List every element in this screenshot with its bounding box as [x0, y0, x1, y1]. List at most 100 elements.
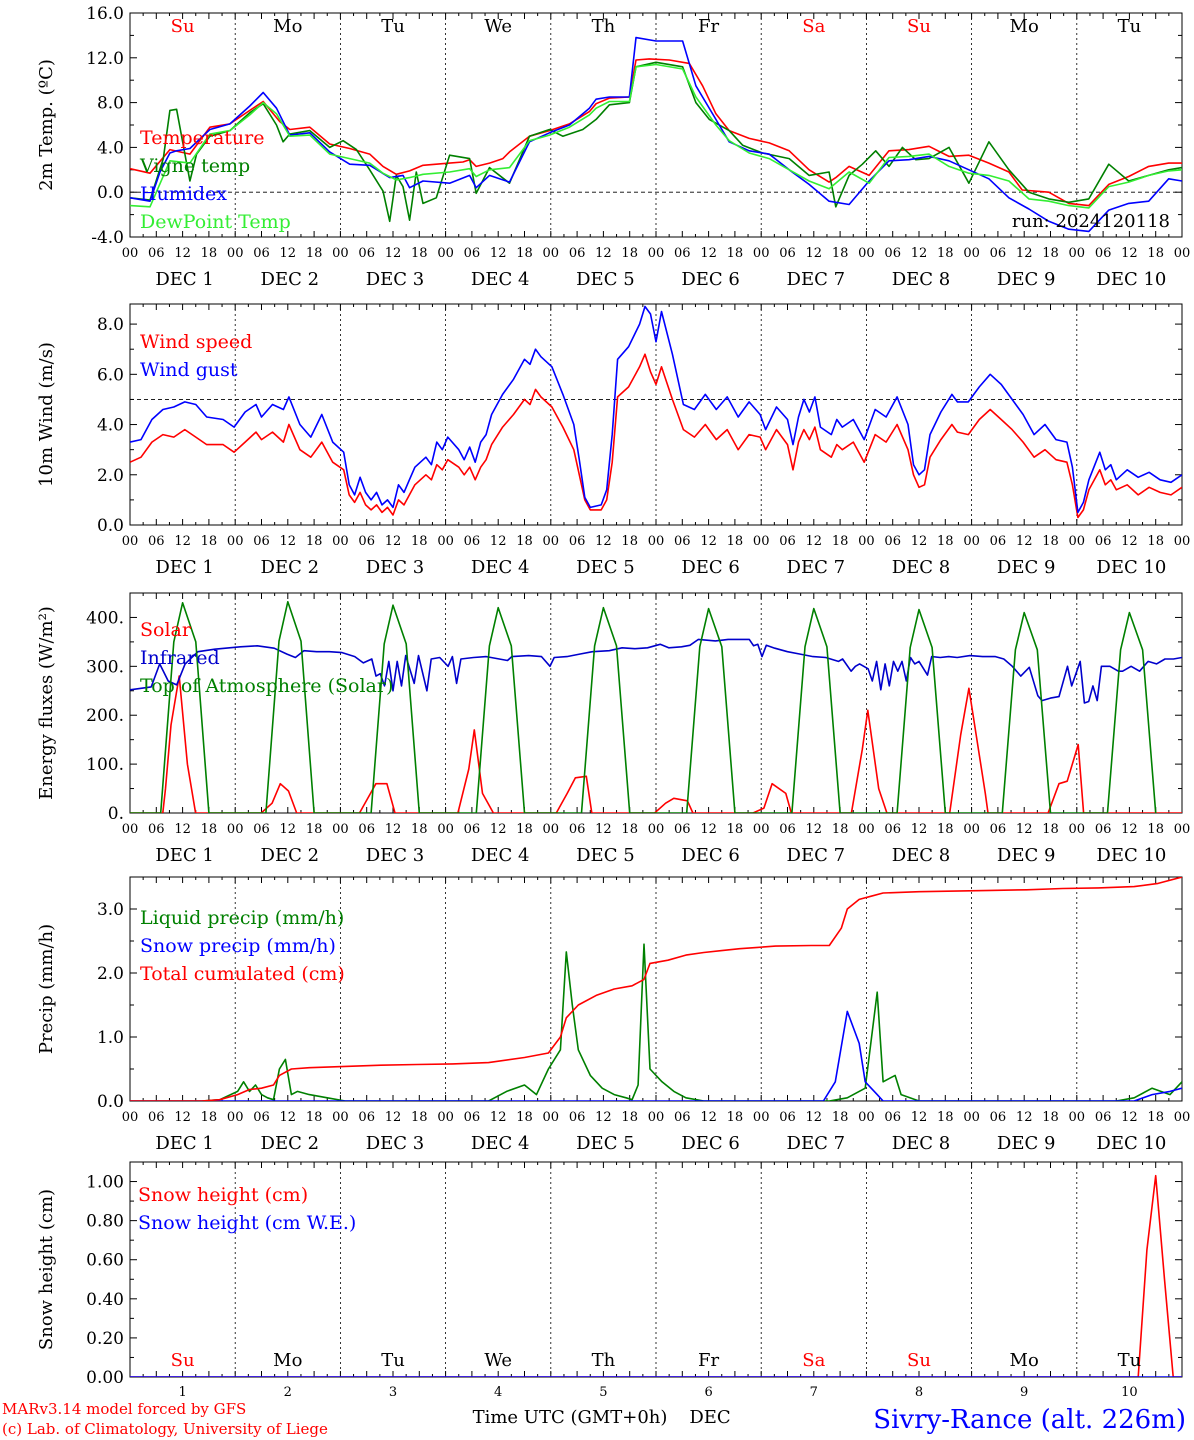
hour-tick-label: 18 — [937, 822, 954, 837]
day-number-label: 3 — [389, 1385, 397, 1400]
hour-tick-label: 12 — [385, 1110, 402, 1125]
hour-tick-label: 18 — [516, 534, 533, 549]
hour-tick-label: 00 — [437, 822, 454, 837]
hour-tick-label: 12 — [595, 246, 612, 261]
hour-tick-label: 06 — [148, 822, 165, 837]
series-group — [130, 877, 1182, 1101]
y-tick-label: 2.0 — [97, 466, 124, 486]
hour-tick-label: 12 — [911, 246, 928, 261]
date-label: DEC 10 — [1096, 1133, 1166, 1154]
hour-tick-label: 00 — [858, 1110, 875, 1125]
hour-tick-label: 18 — [937, 246, 954, 261]
footer: Time UTC (GMT+0h) DEC MARv3.14 model for… — [2, 1400, 1186, 1438]
hour-tick-label: 06 — [990, 534, 1007, 549]
hour-tick-label: 18 — [201, 822, 218, 837]
hour-tick-label: 12 — [806, 822, 823, 837]
hour-tick-label: 00 — [227, 822, 244, 837]
date-label: DEC 9 — [997, 557, 1056, 578]
series-line-vigne-temp — [130, 61, 1182, 223]
hour-tick-label: 06 — [358, 1110, 375, 1125]
hour-tick-label: 06 — [148, 246, 165, 261]
hour-tick-label: 00 — [963, 246, 980, 261]
hour-tick-label: 18 — [621, 534, 638, 549]
y-tick-label: 0.0 — [97, 183, 124, 203]
hour-tick-label: 00 — [227, 534, 244, 549]
hour-tick-label: 18 — [201, 1110, 218, 1125]
hour-tick-label: 06 — [884, 534, 901, 549]
hour-tick-label: 12 — [490, 534, 507, 549]
hour-tick-label: 18 — [201, 534, 218, 549]
hour-tick-label: 12 — [1121, 534, 1138, 549]
series-line-top-of-atmosphere-solar- — [130, 601, 1157, 813]
hour-tick-label: 00 — [543, 246, 560, 261]
hour-tick-label: 18 — [1042, 246, 1059, 261]
hour-tick-label: 06 — [569, 1110, 586, 1125]
hour-tick-label: 18 — [306, 534, 323, 549]
y-tick-label: 200. — [86, 706, 124, 726]
hour-tick-label: 00 — [332, 534, 349, 549]
date-label: DEC 9 — [997, 1133, 1056, 1154]
hour-tick-label: 12 — [385, 822, 402, 837]
weekday-label: Mo — [1010, 16, 1039, 37]
hour-tick-label: 12 — [806, 534, 823, 549]
date-label: DEC 4 — [471, 845, 530, 866]
series-line-snow-height-cm- — [130, 1174, 1182, 1377]
panel-2: 0.0 2.0 4.0 6.0 8.0 10m Wind (m/s) Wind speed W… — [36, 303, 1191, 578]
y-tick-label: -4.0 — [91, 228, 124, 248]
y-tick-label: 8.0 — [97, 315, 124, 335]
hour-tick-label: 06 — [779, 1110, 796, 1125]
hour-tick-label: 12 — [700, 534, 717, 549]
hour-tick-label: 00 — [858, 822, 875, 837]
date-label: DEC 7 — [787, 269, 846, 290]
hour-tick-label: 12 — [1016, 534, 1033, 549]
legend-entry: Humidex — [140, 183, 227, 205]
hour-tick-label: 00 — [1174, 534, 1191, 549]
hour-tick-label: 00 — [963, 534, 980, 549]
hour-tick-label: 12 — [174, 246, 191, 261]
hour-tick-label: 18 — [306, 246, 323, 261]
hour-tick-label: 18 — [832, 822, 849, 837]
bottom-axis-xlabel: Time UTC (GMT+0h) — [473, 1407, 668, 1428]
legend-entry: Vigne temp — [139, 155, 250, 177]
y-tick-label: 2.0 — [97, 964, 124, 984]
y-tick-label: 12.0 — [86, 49, 124, 69]
date-label: DEC 1 — [155, 269, 214, 290]
hour-tick-label: 12 — [911, 1110, 928, 1125]
hour-tick-label: 06 — [1095, 1110, 1112, 1125]
hour-tick-label: 06 — [884, 246, 901, 261]
weekday-label: Tu — [381, 16, 405, 37]
weekday-label: Fr — [698, 1350, 719, 1371]
hour-tick-label: 12 — [385, 534, 402, 549]
hour-tick-label: 00 — [1069, 822, 1086, 837]
day-number-label: 7 — [810, 1385, 818, 1400]
y-tick-label: 6.0 — [97, 365, 124, 385]
hour-tick-label: 00 — [543, 822, 560, 837]
hour-tick-label: 00 — [1174, 1110, 1191, 1125]
date-label: DEC 1 — [155, 557, 214, 578]
date-label: DEC 5 — [576, 269, 635, 290]
hour-tick-label: 18 — [1147, 246, 1164, 261]
y-tick-label: 8.0 — [97, 94, 124, 114]
date-label: DEC 3 — [366, 845, 425, 866]
station-title: Sivry-Rance (alt. 226m) — [873, 1405, 1186, 1435]
hour-tick-label: 18 — [937, 534, 954, 549]
y-tick-label: 1.0 — [97, 1028, 124, 1048]
date-label: DEC 3 — [366, 269, 425, 290]
y-tick-label: 4.0 — [97, 416, 124, 436]
hour-tick-label: 06 — [779, 534, 796, 549]
hour-tick-label: 00 — [122, 822, 139, 837]
hour-tick-label: 06 — [253, 534, 270, 549]
hour-tick-label: 00 — [227, 246, 244, 261]
hour-tick-label: 00 — [122, 246, 139, 261]
lab-credit-line: (c) Lab. of Climatology, University of L… — [2, 1420, 328, 1438]
series-line-wind-gust — [130, 305, 1182, 514]
weekday-label: Th — [592, 1350, 616, 1371]
hour-tick-label: 12 — [1121, 246, 1138, 261]
hour-tick-label: 18 — [411, 1110, 428, 1125]
hour-tick-label: 06 — [779, 246, 796, 261]
series-group — [130, 1174, 1182, 1377]
hour-tick-label: 18 — [1042, 1110, 1059, 1125]
weekday-label: Mo — [273, 16, 302, 37]
hour-tick-label: 18 — [411, 246, 428, 261]
y-tick-label: 0.0 — [97, 516, 124, 536]
